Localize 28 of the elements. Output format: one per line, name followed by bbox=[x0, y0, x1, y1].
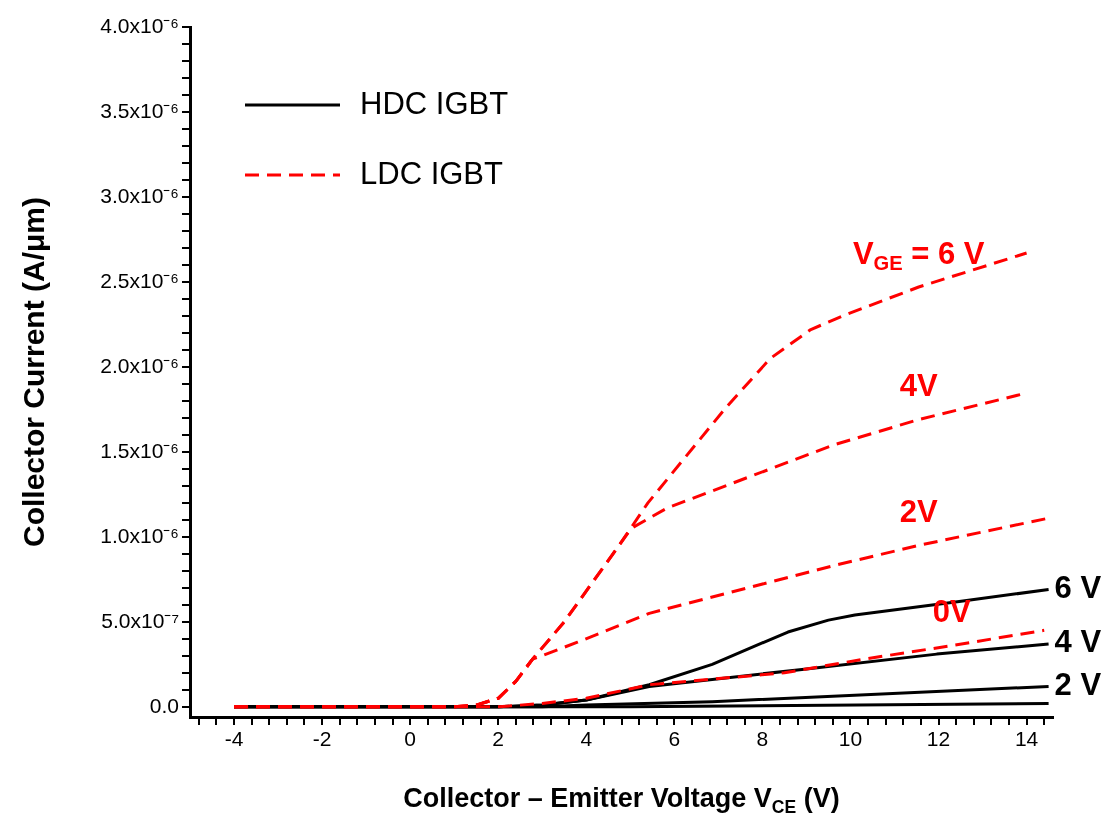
y-tick-label: 0.0 bbox=[149, 693, 179, 717]
x-tick-label: -4 bbox=[224, 727, 244, 751]
y-tick-label: 2.0x10⁻⁶ bbox=[100, 353, 179, 377]
annotation: 4V bbox=[899, 368, 938, 404]
x-tick-label: 10 bbox=[838, 727, 863, 751]
legend-label: LDC IGBT bbox=[360, 155, 504, 191]
x-tick-label: -2 bbox=[312, 727, 332, 751]
y-tick-label: 1.0x10⁻⁶ bbox=[100, 523, 179, 547]
annotation: 2 V bbox=[1054, 666, 1102, 702]
y-tick-label: 1.5x10⁻⁶ bbox=[100, 438, 179, 462]
y-tick-label: 4.0x10⁻⁶ bbox=[100, 13, 179, 37]
y-tick-label: 3.5x10⁻⁶ bbox=[100, 98, 179, 122]
x-tick-label: 14 bbox=[1014, 727, 1039, 751]
legend-label: HDC IGBT bbox=[360, 85, 509, 121]
x-tick-label: 4 bbox=[580, 727, 593, 751]
annotation: 0V bbox=[932, 594, 972, 630]
annotation: 6 V bbox=[1054, 570, 1102, 606]
x-tick-label: 0 bbox=[404, 727, 416, 751]
y-tick-label: 5.0x10⁻⁷ bbox=[101, 608, 179, 632]
y-tick-label: 2.5x10⁻⁶ bbox=[100, 268, 179, 292]
y-tick-label: 3.0x10⁻⁶ bbox=[100, 183, 179, 207]
x-tick-label: 12 bbox=[926, 727, 951, 751]
annotation: 2V bbox=[899, 493, 938, 529]
annotation: 4 V bbox=[1054, 624, 1102, 660]
y-axis-title: Collector Current (A/μm) bbox=[17, 196, 51, 548]
x-tick-label: 8 bbox=[756, 727, 769, 751]
x-tick-label: 2 bbox=[492, 727, 505, 751]
x-tick-label: 6 bbox=[668, 727, 681, 751]
